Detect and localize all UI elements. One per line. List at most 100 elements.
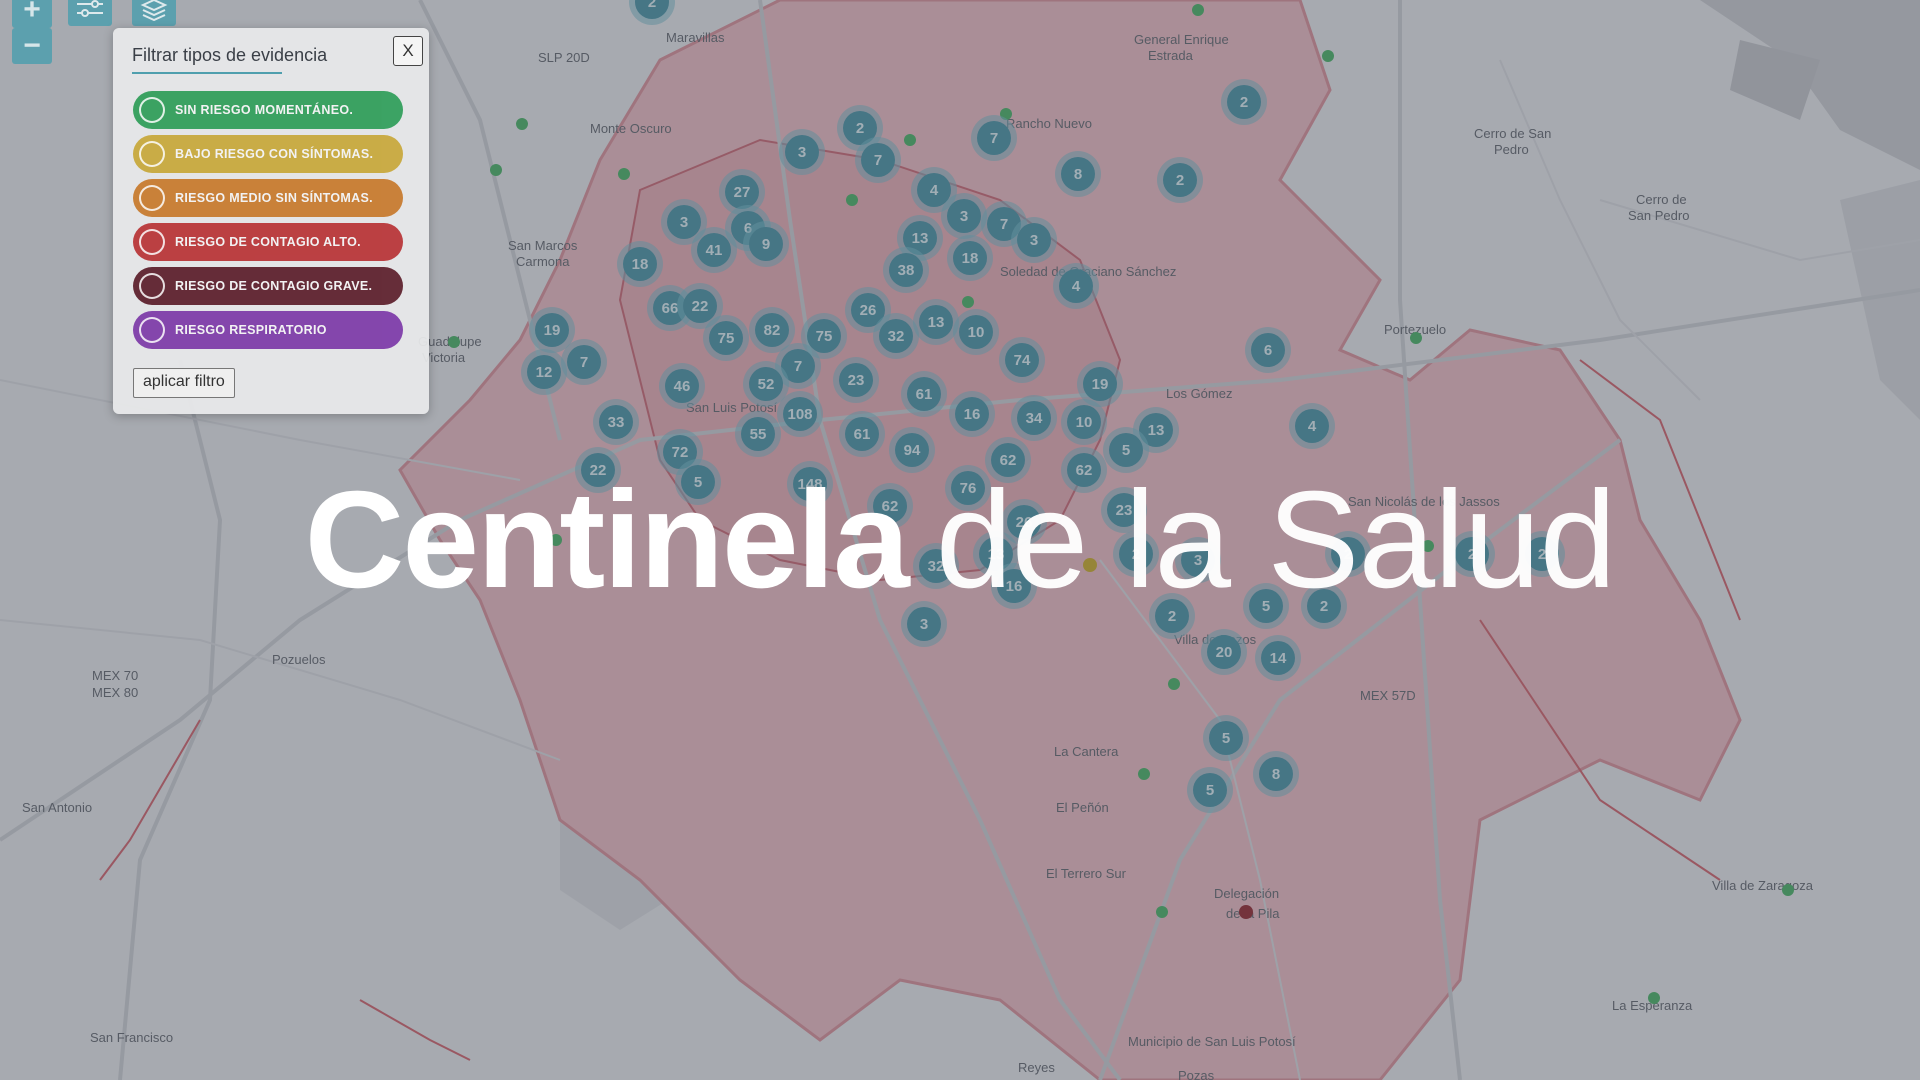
evidence-marker[interactable]	[1322, 50, 1334, 62]
cluster-marker[interactable]: 4	[1289, 403, 1335, 449]
evidence-marker[interactable]	[846, 194, 858, 206]
evidence-marker[interactable]	[1239, 905, 1253, 919]
cluster-marker[interactable]: 3	[1011, 217, 1057, 263]
cluster-marker[interactable]: 20	[1201, 629, 1247, 675]
cluster-marker[interactable]: 22	[677, 283, 723, 329]
cluster-marker[interactable]: 34	[1011, 395, 1057, 441]
cluster-marker[interactable]: 6	[1245, 327, 1291, 373]
cluster-marker[interactable]: 148	[787, 461, 833, 507]
filter-option-riesgo-medio[interactable]: RIESGO MEDIO SIN SÍNTOMAS.	[133, 179, 403, 217]
cluster-marker[interactable]: 10	[1061, 399, 1107, 445]
cluster-marker[interactable]: 2	[1113, 531, 1159, 577]
cluster-marker[interactable]: 2	[1157, 157, 1203, 203]
cluster-marker[interactable]: 26	[1001, 499, 1047, 545]
evidence-marker[interactable]	[1648, 992, 1660, 1004]
cluster-marker[interactable]: 3	[661, 199, 707, 245]
cluster-marker[interactable]: 5	[1103, 427, 1149, 473]
evidence-marker[interactable]	[1192, 4, 1204, 16]
cluster-marker[interactable]: 8	[1253, 751, 1299, 797]
cluster-marker[interactable]: 82	[749, 307, 795, 353]
cluster-marker[interactable]: 2	[1221, 79, 1267, 125]
cluster-marker[interactable]: 16	[991, 563, 1037, 609]
cluster-marker[interactable]: 27	[719, 169, 765, 215]
cluster-marker[interactable]: 3	[779, 129, 825, 175]
cluster-marker[interactable]: 75	[801, 313, 847, 359]
filter-option-bajo-riesgo[interactable]: BAJO RIESGO CON SÍNTOMAS.	[133, 135, 403, 173]
cluster-marker[interactable]: 5	[1243, 583, 1289, 629]
apply-filter-button[interactable]: aplicar filtro	[133, 368, 235, 398]
evidence-marker[interactable]	[490, 164, 502, 176]
cluster-marker[interactable]: 23	[1101, 487, 1147, 533]
cluster-marker[interactable]: 5	[1203, 715, 1249, 761]
cluster-marker[interactable]: 32	[913, 543, 959, 589]
filter-option-contagio-grave[interactable]: RIESGO DE CONTAGIO GRAVE.	[133, 267, 403, 305]
cluster-marker[interactable]: 9	[743, 221, 789, 267]
cluster-marker[interactable]: 2	[1325, 531, 1371, 577]
cluster-marker[interactable]: 22	[575, 447, 621, 493]
cluster-marker[interactable]: 74	[999, 337, 1045, 383]
cluster-marker[interactable]: 13	[913, 299, 959, 345]
cluster-marker[interactable]: 108	[777, 391, 823, 437]
cluster-marker[interactable]: 13	[897, 215, 943, 261]
cluster-marker[interactable]: 61	[839, 411, 885, 457]
cluster-marker[interactable]: 18	[617, 241, 663, 287]
cluster-marker[interactable]: 76	[945, 465, 991, 511]
evidence-marker[interactable]	[1422, 540, 1434, 552]
cluster-marker[interactable]: 3	[1175, 537, 1221, 583]
cluster-marker[interactable]: 14	[1255, 635, 1301, 681]
cluster-marker[interactable]: 8	[1055, 151, 1101, 197]
cluster-marker[interactable]: 4	[1053, 263, 1099, 309]
cluster-marker[interactable]: 75	[703, 315, 749, 361]
cluster-marker[interactable]: 23	[833, 357, 879, 403]
cluster-marker[interactable]: 32	[873, 313, 919, 359]
evidence-marker[interactable]	[904, 134, 916, 146]
cluster-marker[interactable]: 18	[947, 235, 993, 281]
cluster-marker[interactable]: 7	[971, 115, 1017, 161]
cluster-marker[interactable]: 52	[743, 361, 789, 407]
cluster-marker[interactable]: 12	[521, 349, 567, 395]
zoom-out-button[interactable]: −	[12, 28, 52, 64]
evidence-marker[interactable]	[1138, 768, 1150, 780]
evidence-marker[interactable]	[1782, 884, 1794, 896]
cluster-marker[interactable]: 62	[867, 483, 913, 529]
cluster-marker[interactable]: 3	[901, 601, 947, 647]
cluster-marker[interactable]: 46	[659, 363, 705, 409]
cluster-marker[interactable]: 2	[1301, 583, 1347, 629]
cluster-marker[interactable]: 41	[691, 227, 737, 273]
cluster-marker[interactable]: 5	[675, 459, 721, 505]
evidence-marker[interactable]	[1083, 558, 1097, 572]
evidence-marker[interactable]	[448, 336, 460, 348]
cluster-marker[interactable]: 5	[1187, 767, 1233, 813]
filter-toggle-button[interactable]	[68, 0, 112, 26]
evidence-marker[interactable]	[550, 534, 562, 546]
cluster-marker[interactable]: 2	[1519, 531, 1565, 577]
filter-option-contagio-alto[interactable]: RIESGO DE CONTAGIO ALTO.	[133, 223, 403, 261]
filter-option-sin-riesgo[interactable]: SIN RIESGO MOMENTÁNEO.	[133, 91, 403, 129]
cluster-marker[interactable]: 3	[941, 193, 987, 239]
cluster-marker[interactable]: 4	[911, 167, 957, 213]
cluster-marker[interactable]: 55	[735, 411, 781, 457]
cluster-marker[interactable]: 33	[593, 399, 639, 445]
cluster-marker[interactable]: 62	[1061, 447, 1107, 493]
filter-option-respiratorio[interactable]: RIESGO RESPIRATORIO	[133, 311, 403, 349]
cluster-marker[interactable]: 62	[985, 437, 1031, 483]
cluster-marker[interactable]: 2	[1449, 531, 1495, 577]
evidence-marker[interactable]	[516, 118, 528, 130]
cluster-marker[interactable]: 19	[529, 307, 575, 353]
evidence-marker[interactable]	[618, 168, 630, 180]
cluster-marker[interactable]: 2	[629, 0, 675, 25]
evidence-marker[interactable]	[1410, 332, 1422, 344]
evidence-marker[interactable]	[962, 296, 974, 308]
cluster-marker[interactable]: 7	[855, 137, 901, 183]
cluster-marker[interactable]: 16	[949, 391, 995, 437]
close-button[interactable]: X	[393, 36, 423, 66]
evidence-marker[interactable]	[1156, 906, 1168, 918]
cluster-marker[interactable]: 38	[883, 247, 929, 293]
cluster-marker[interactable]: 10	[953, 309, 999, 355]
zoom-in-button[interactable]: +	[12, 0, 52, 28]
cluster-marker[interactable]: 61	[901, 371, 947, 417]
cluster-marker[interactable]: 7	[561, 339, 607, 385]
cluster-marker[interactable]: 94	[889, 427, 935, 473]
